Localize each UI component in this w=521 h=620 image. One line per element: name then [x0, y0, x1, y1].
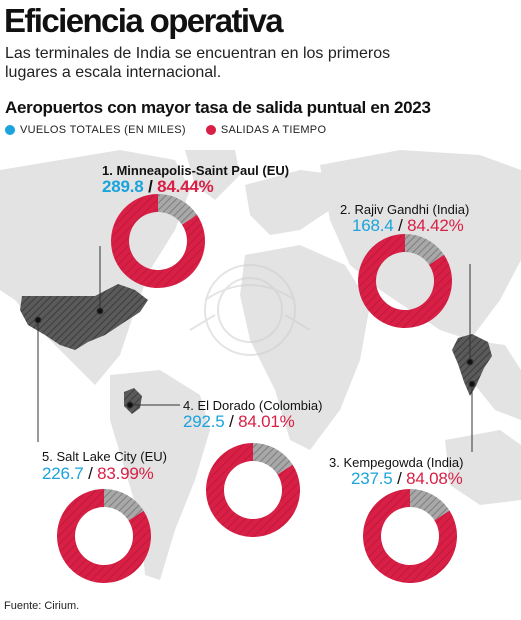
donut-remainder-slice	[253, 443, 293, 475]
airport-label-kempegowda: 3. Kempegowda (India)	[329, 455, 464, 470]
donut-el-dorado	[205, 443, 300, 537]
legend-item-flights: VUELOS TOTALES (EN MILES)	[5, 124, 186, 136]
on-time-value: 84.01%	[238, 412, 295, 431]
donut-rajiv-gandhi	[358, 234, 452, 328]
flights-value: 292.5	[183, 412, 225, 431]
legend-dot-red-icon	[205, 125, 216, 135]
donut-minneapolis	[110, 194, 205, 288]
usa-highlight-shape	[20, 284, 148, 350]
airport-values-kempegowda: 237.5 / 84.08%	[351, 469, 463, 488]
page-title: Eficiencia operativa	[4, 2, 284, 39]
airport-values-salt-lake: 226.7 / 83.99%	[42, 464, 154, 483]
airport-values-minneapolis: 289.8 / 84.44%	[102, 177, 214, 196]
source-note: Fuente: Cirium.	[4, 600, 80, 612]
donut-salt-lake	[57, 489, 152, 583]
airport-label-rajiv-gandhi: 2. Rajiv Gandhi (India)	[340, 202, 470, 217]
airport-values-el-dorado: 292.5 / 84.01%	[183, 412, 295, 431]
donut-on-time-slice	[363, 489, 457, 583]
marker-salt-lake	[34, 316, 42, 324]
on-time-value: 84.42%	[407, 216, 464, 235]
legend-label-on-time: SALIDAS A TIEMPO	[220, 124, 327, 136]
donut-remainder-slice	[158, 194, 197, 225]
africa-shape	[240, 245, 370, 450]
chart-legend: VUELOS TOTALES (EN MILES) SALIDAS A TIEM…	[5, 124, 346, 136]
donut-kempegowda	[363, 489, 457, 583]
legend-item-on-time: SALIDAS A TIEMPO	[205, 124, 327, 136]
airport-label-el-dorado: 4. El Dorado (Colombia)	[183, 398, 323, 413]
flights-value: 289.8	[102, 177, 144, 196]
connector-lines	[34, 246, 476, 452]
flights-value: 237.5	[351, 469, 393, 488]
legend-label-flights: VUELOS TOTALES (EN MILES)	[20, 124, 186, 136]
on-time-value: 84.08%	[406, 469, 463, 488]
donut-remainder-slice	[104, 489, 144, 521]
south-america-shape	[110, 370, 210, 580]
donut-on-time-slice	[110, 194, 205, 288]
emblem-watermark-icon	[189, 264, 311, 356]
greenland-shape	[185, 150, 240, 200]
airport-label-salt-lake: 5. Salt Lake City (EU)	[42, 449, 167, 464]
donut-remainder-slice	[410, 489, 450, 521]
airport-label-minneapolis: 1. Minneapolis-Saint Paul (EU)	[102, 163, 290, 178]
marker-el-dorado	[126, 401, 134, 409]
marker-minneapolis	[96, 307, 104, 315]
legend-dot-blue-icon	[5, 125, 15, 135]
on-time-value: 83.99%	[97, 464, 154, 483]
chart-title: Aeropuertos con mayor tasa de salida pun…	[5, 98, 431, 117]
marker-rajiv-gandhi	[466, 358, 474, 366]
donut-on-time-slice	[57, 489, 152, 583]
on-time-value: 84.44%	[157, 177, 214, 196]
airport-values-rajiv-gandhi: 168.4 / 84.42%	[352, 216, 464, 235]
marker-kempegowda	[468, 380, 476, 388]
australia-shape	[445, 430, 521, 505]
donut-on-time-slice	[358, 234, 452, 328]
india-highlight-shape	[452, 334, 492, 396]
donut-on-time-slice	[205, 443, 300, 537]
flights-value: 168.4	[352, 216, 394, 235]
europe-shape	[245, 170, 340, 235]
page-subtitle: Las terminales de India se encuentran en…	[5, 45, 391, 81]
world-map	[0, 150, 521, 583]
donut-remainder-slice	[405, 234, 445, 265]
flights-value: 226.7	[42, 464, 84, 483]
